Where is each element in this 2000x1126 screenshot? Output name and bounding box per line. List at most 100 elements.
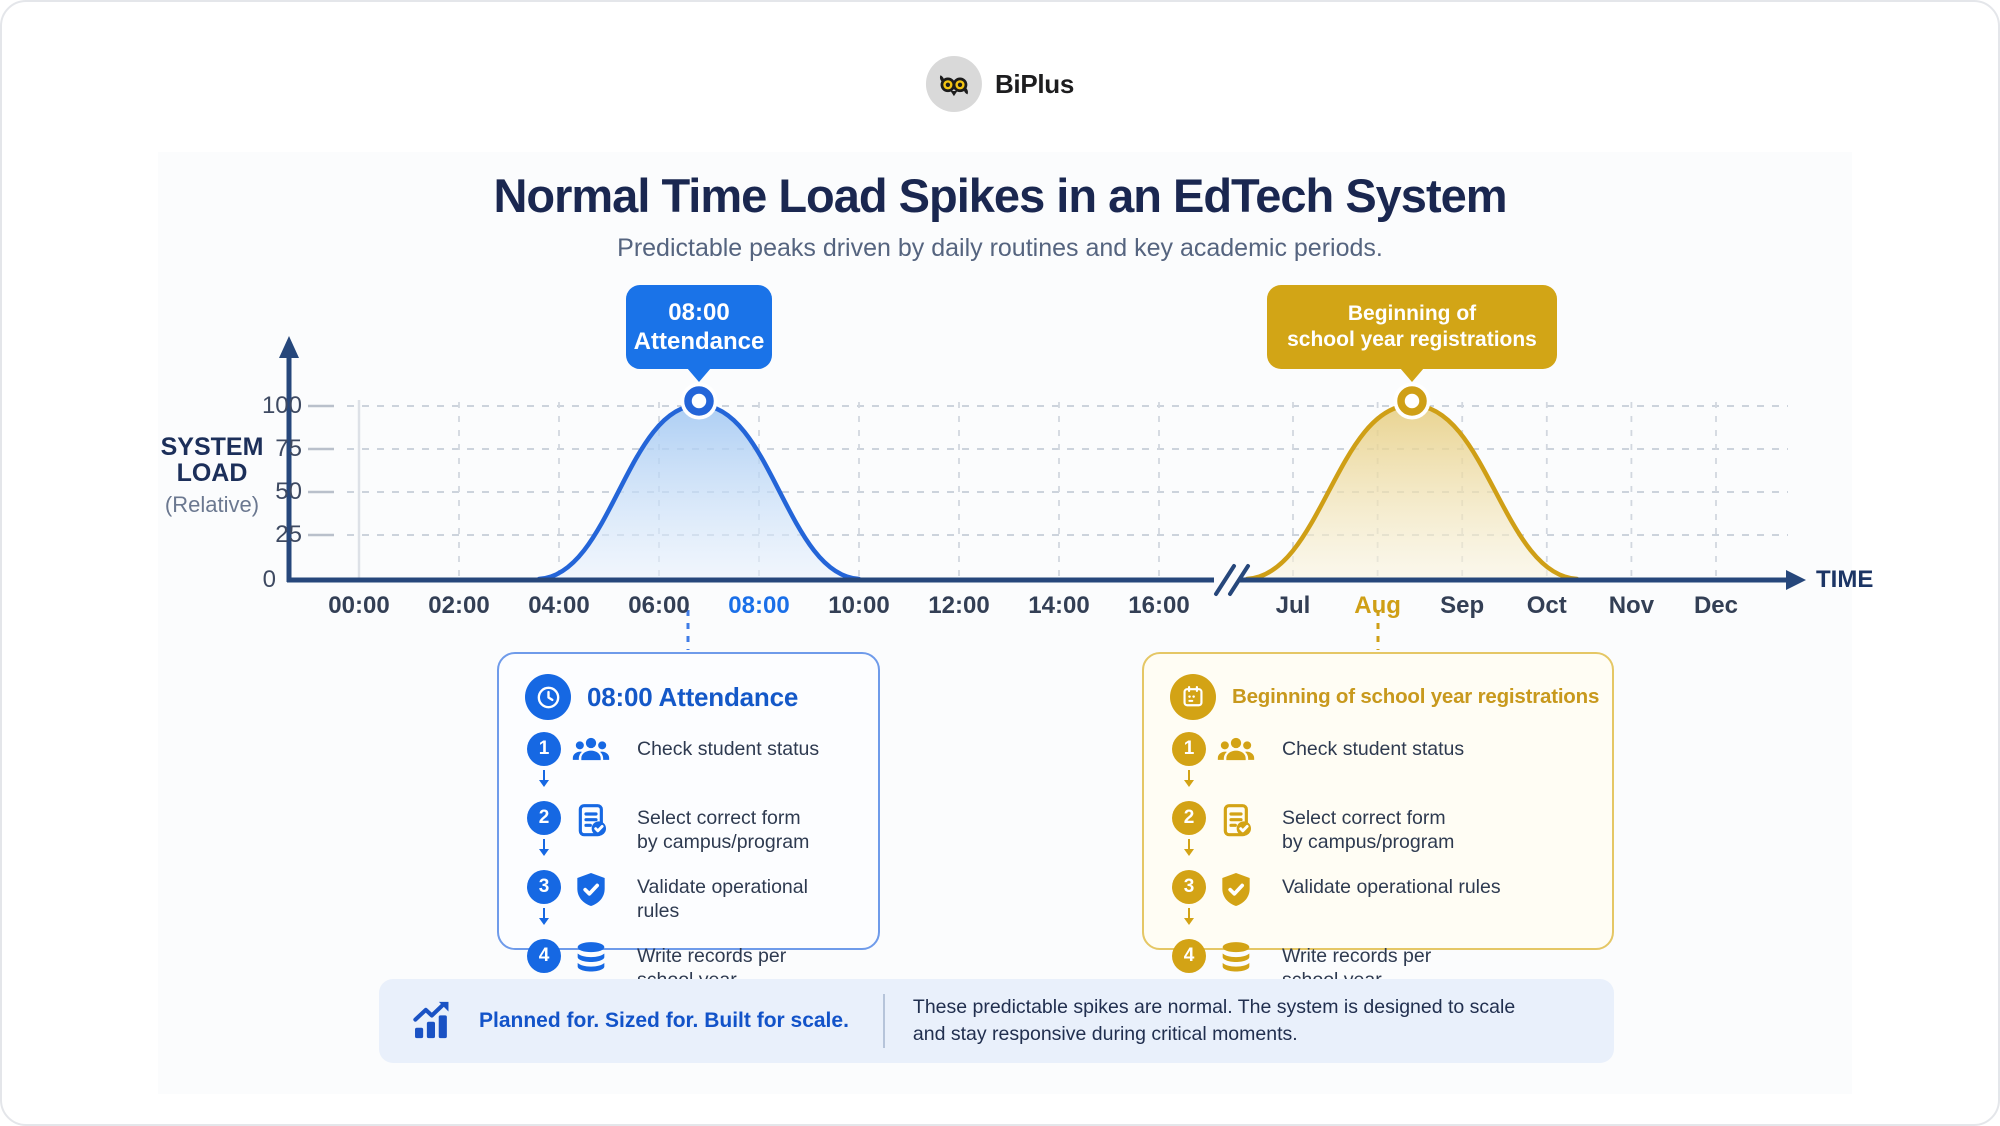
step-number-column: 3: [525, 870, 563, 926]
process-step: 3: [525, 870, 852, 939]
x-tick-label: Dec: [1693, 592, 1738, 619]
x-tick-label: Sep: [1440, 592, 1485, 619]
x-tick-label: Nov: [1608, 592, 1655, 619]
step-label: Check student status: [1282, 738, 1465, 760]
step-number-column: 1: [525, 732, 563, 788]
card-attendance-steps: 1: [525, 732, 852, 995]
x-tick-label: 12:00: [928, 592, 990, 619]
step-number-badge: 1: [527, 732, 561, 766]
step-label: Select correct form by campus/program: [1282, 807, 1455, 854]
users-icon: [1217, 737, 1255, 761]
page-title: Normal Time Load Spikes in an EdTech Sys…: [493, 169, 1507, 222]
step-icon: [571, 870, 611, 910]
step-label: Select correct form by campus/program: [637, 807, 810, 854]
x-tick-label: Jul: [1275, 592, 1311, 619]
y-axis-title-line2: LOAD: [176, 459, 248, 487]
clock-icon: [525, 674, 571, 720]
x-tick-label: 00:00: [328, 592, 390, 619]
growth-chart-icon: [409, 998, 455, 1044]
x-tick-label: 08:00: [728, 592, 790, 619]
biplus-owl-logo-icon: [925, 56, 982, 112]
card-attendance-header: 08:00 Attendance: [525, 674, 852, 720]
x-axis-month-ticks: Jul Aug Sep Oct Nov Dec: [1261, 592, 1748, 620]
x-tick-label: 04:00: [528, 592, 590, 619]
users-icon: [572, 737, 610, 761]
step-arrow-down-icon: [1187, 908, 1191, 918]
process-step: 3: [1170, 870, 1586, 939]
step-number-badge: 4: [1172, 939, 1206, 973]
step-number-badge: 3: [1172, 870, 1206, 904]
step-number-column: 4: [525, 939, 563, 995]
card-registrations-header: Beginning of school year registrations: [1170, 674, 1599, 720]
step-number-column: 3: [1170, 870, 1208, 926]
calendar-icon: [1170, 674, 1216, 720]
step-number-column: 4: [1170, 939, 1208, 995]
step-icon: [571, 732, 611, 772]
card-title: 08:00 Attendance: [587, 681, 799, 712]
y-zero-label: 0: [262, 566, 276, 593]
process-step: 2: [1170, 801, 1586, 870]
x-tick-label: 02:00: [428, 592, 490, 619]
step-label: Validate operational rules: [1282, 876, 1501, 898]
y-tick-label: 25: [275, 521, 302, 548]
step-icon: [1216, 939, 1256, 979]
process-step: 2: [525, 801, 852, 870]
step-icon: [571, 801, 611, 841]
y-tick-label: 100: [261, 392, 302, 419]
y-axis-title-line1: SYSTEM: [160, 433, 264, 461]
step-arrow-down-icon: [1187, 770, 1191, 780]
step-number-column: 2: [1170, 801, 1208, 857]
y-tick-label: 75: [275, 435, 302, 462]
banner-description: These predictable spikes are normal. The…: [912, 995, 1516, 1045]
step-arrow-down-icon: [542, 770, 546, 780]
step-icon: [1216, 870, 1256, 910]
step-number-badge: 3: [527, 870, 561, 904]
card-attendance: 08:00 Attendance 1: [497, 652, 880, 991]
x-tick-label: 10:00: [828, 592, 890, 619]
process-step: 1: [1170, 732, 1586, 801]
x-tick-label: 16:00: [1128, 592, 1190, 619]
shield-check-icon: [577, 873, 605, 906]
step-icon: [1216, 801, 1256, 841]
x-tick-label: 14:00: [1028, 592, 1090, 619]
callout-registrations-line2: school year registrations: [1287, 328, 1537, 351]
document-check-icon: [1223, 804, 1251, 837]
callout-registrations: Beginning of school year registrations: [1267, 285, 1557, 369]
x-axis-title: TIME: [1816, 566, 1874, 593]
step-label: Validate operational rules: [637, 876, 808, 923]
step-number-column: 1: [1170, 732, 1208, 788]
banner-divider: [882, 994, 885, 1048]
shield-check-icon: [1222, 873, 1250, 906]
x-tick-label: Oct: [1526, 592, 1567, 619]
content-panel: [158, 152, 1852, 1094]
x-tick-label: Aug: [1354, 592, 1401, 619]
step-number-badge: 2: [527, 801, 561, 835]
step-arrow-down-icon: [542, 839, 546, 849]
database-icon: [577, 942, 605, 972]
document-check-icon: [578, 804, 606, 837]
step-arrow-down-icon: [1187, 839, 1191, 849]
process-step: 1: [525, 732, 852, 801]
step-icon: [1216, 732, 1256, 772]
y-axis-ticks: 100 75 50 25: [240, 384, 302, 556]
callout-attendance: 08:00 Attendance: [626, 285, 772, 369]
step-label: Check student status: [637, 738, 820, 760]
card-registrations-steps: 1: [1170, 732, 1586, 995]
y-tick-label: 50: [275, 478, 302, 505]
brand-logo: BiPlus: [925, 56, 1075, 112]
x-axis-hour-ticks: 00:00 02:00 04:00 06:00 08:00 10:00 12:00 14:00…: [327, 592, 1191, 620]
card-registrations: Beginning of school year registrations 1: [1142, 652, 1614, 991]
banner-headline: Planned for. Sized for. Built for scale.: [479, 1009, 849, 1032]
card-title: Beginning of school year registrations: [1232, 685, 1600, 708]
step-number-badge: 4: [527, 939, 561, 973]
step-number-badge: 2: [1172, 801, 1206, 835]
step-arrow-down-icon: [542, 908, 546, 918]
callout-registrations-line1: Beginning of: [1347, 302, 1477, 326]
y-axis-subtitle: (Relative): [164, 492, 260, 517]
footer-banner: Planned for. Sized for. Built for scale.…: [379, 979, 1614, 1063]
page-subtitle: Predictable peaks driven by daily routin…: [617, 234, 1383, 262]
brand-name: BiPlus: [994, 68, 1075, 99]
step-icon: [571, 939, 611, 979]
step-number-badge: 1: [1172, 732, 1206, 766]
